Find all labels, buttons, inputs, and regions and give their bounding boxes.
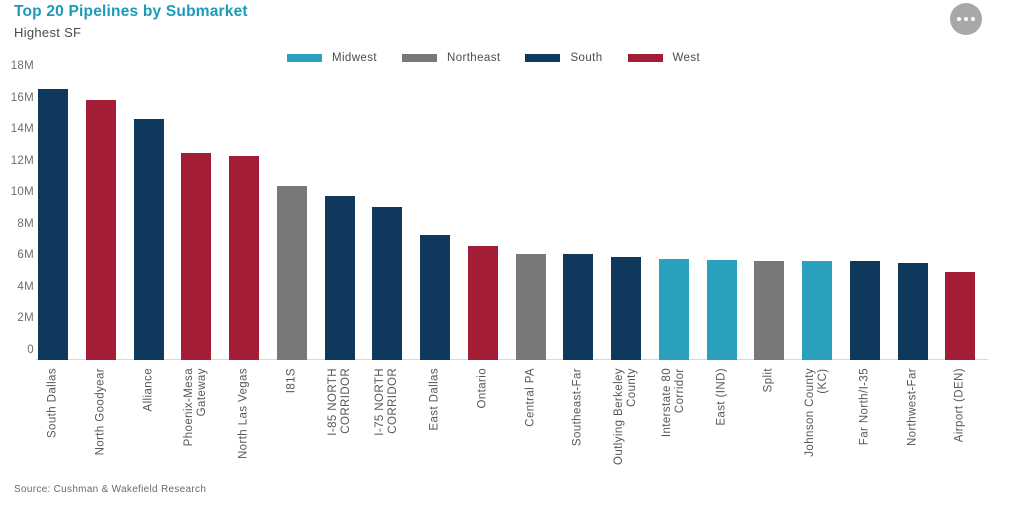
legend-item[interactable]: Midwest [287,52,377,64]
bar[interactable] [611,257,641,360]
x-axis-label: Far North/I-35 [858,368,871,446]
y-axis-label: 14M [10,123,34,136]
x-axis-label-anchor: Interstate 80 Corridor [661,368,700,437]
bar[interactable] [515,254,546,360]
x-axis-label: Central PA [524,368,536,427]
x-axis-line [36,359,988,360]
legend-item[interactable]: Northeast [401,52,501,64]
y-axis-label: 12M [10,154,34,167]
bar[interactable] [133,118,164,360]
page-subtitle: Highest SF [14,25,82,40]
x-axis-label: North Las Vegas [237,368,250,460]
x-axis-label: Outlying Berkeley County [613,368,638,465]
x-axis-label-anchor: North Las Vegas [238,368,257,459]
x-axis-label-anchor: North Goodyear [94,368,114,455]
x-axis-label: North Goodyear [94,368,107,456]
bar[interactable] [563,254,594,360]
legend-label: West [672,52,701,64]
bar[interactable] [467,246,498,360]
x-axis-label: East (IND) [715,368,727,426]
y-axis-label: 0 [27,344,34,356]
bar[interactable] [38,88,68,360]
legend-swatch-icon [401,54,437,62]
x-axis-label-anchor: Southeast-Far [572,368,591,446]
bar[interactable] [420,235,450,360]
x-axis-label-anchor: Split [763,368,782,392]
x-axis-label: Northwest-Far [906,368,918,447]
x-axis-label: I81S [285,368,298,394]
legend-swatch-icon [627,54,663,62]
x-axis-label: Southeast-Far [571,368,584,447]
ellipsis-icon [956,16,976,22]
x-axis-label: Interstate 80 Corridor [660,368,686,438]
x-axis-label: Phoenix-Mesa Gateway [183,368,209,447]
legend-label: Midwest [332,52,377,64]
legend-label: Northeast [446,52,501,64]
y-axis-label: 10M [10,186,34,199]
bar[interactable] [372,206,403,360]
legend-swatch-icon [287,54,322,62]
bar[interactable] [181,153,212,360]
x-axis-label: Ontario [476,368,489,409]
y-axis-label: 8M [17,217,34,230]
bar[interactable] [897,262,928,360]
x-axis-label: Split [762,368,775,393]
x-axis-label: I-85 NORTH CORRIDOR [326,368,352,436]
x-axis-label: I-75 NORTH CORRIDOR [374,368,400,436]
legend-item[interactable]: West [627,52,701,64]
x-axis-label: South Dallas [46,368,59,439]
x-axis-label-anchor: Outlying Berkeley County [613,368,652,465]
x-axis-label-anchor: I-85 NORTH CORRIDOR [327,368,366,436]
bar[interactable] [802,260,832,360]
x-axis-label-anchor: I-75 NORTH CORRIDOR [374,368,413,436]
source-note: Source: Cushman & Wakefield Research [14,484,207,495]
x-axis-label-anchor: Airport (DEN) [954,368,973,442]
bar[interactable] [706,259,737,360]
legend-item[interactable]: South [525,52,602,64]
x-axis-label-anchor: I81S [285,368,305,393]
bar[interactable] [754,260,785,360]
more-options-button[interactable] [950,3,982,35]
x-axis-label-anchor: Alliance [142,368,162,411]
y-axis-label: 6M [17,249,34,262]
x-axis-label: Airport (DEN) [953,368,966,443]
legend-label: South [570,52,603,64]
x-axis-label-anchor: Ontario [476,368,496,409]
x-axis-label-anchor: Phoenix-Mesa Gateway [183,368,222,446]
x-axis-label-anchor: East (IND) [715,368,735,426]
legend-swatch-icon [525,54,561,62]
page-title: Top 20 Pipelines by Submarket [14,3,248,20]
x-axis-label-anchor: Central PA [524,368,544,427]
y-axis-label: 18M [10,60,34,72]
x-axis-label-anchor: Far North/I-35 [858,368,878,445]
x-axis-label-anchor: Northwest-Far [906,368,926,446]
bar[interactable] [849,260,880,360]
x-axis-label-anchor: South Dallas [47,368,66,438]
y-axis-label: 16M [10,91,34,104]
bar[interactable] [658,259,689,360]
x-axis-label-anchor: East Dallas [429,368,448,431]
x-axis-label: Alliance [142,368,154,412]
legend: Midwest Northeast South West [287,52,700,64]
bar[interactable] [229,156,259,360]
bar[interactable] [276,186,307,360]
bar[interactable] [324,195,355,360]
x-axis-label-anchor: Johnson County (KC) [804,368,843,457]
x-axis-label: East Dallas [428,368,441,431]
y-axis-label: 2M [17,312,34,325]
bar[interactable] [85,99,116,360]
x-axis-label: Johnson County (KC) [804,368,829,457]
y-axis-label: 4M [17,280,34,293]
bar[interactable] [945,271,976,360]
